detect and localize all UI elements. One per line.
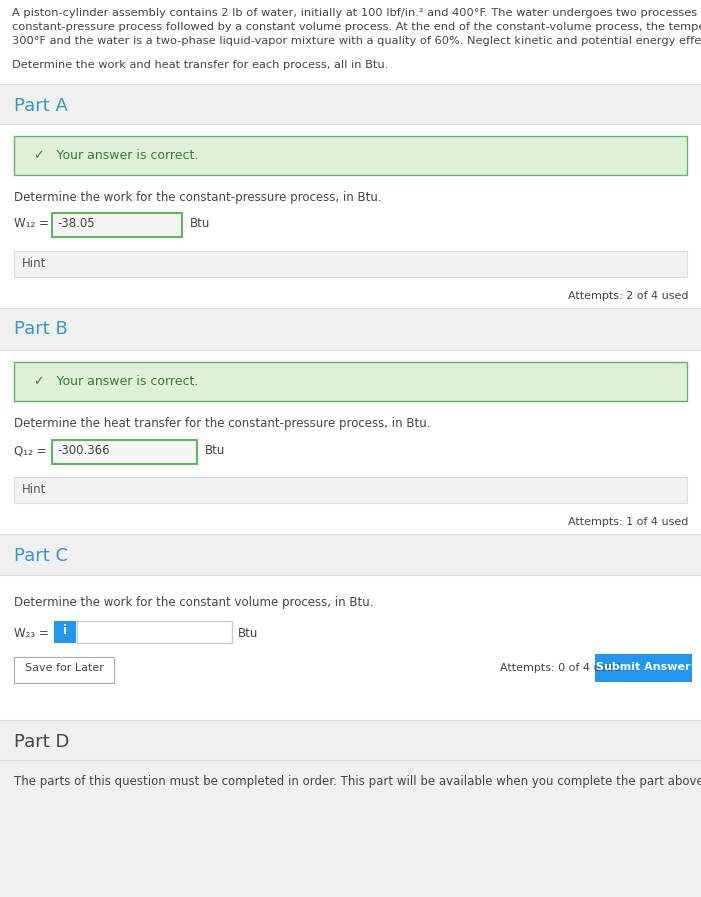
Text: Save for Later: Save for Later xyxy=(25,663,104,673)
Bar xyxy=(0,760,701,897)
Text: ✓   Your answer is correct.: ✓ Your answer is correct. xyxy=(34,149,198,162)
Bar xyxy=(0,0,701,97)
Text: Determine the work for the constant-pressure process, in Btu.: Determine the work for the constant-pres… xyxy=(14,191,381,204)
Bar xyxy=(0,575,701,720)
Text: Btu: Btu xyxy=(190,217,210,230)
Bar xyxy=(52,440,197,464)
Text: ✓   Your answer is correct.: ✓ Your answer is correct. xyxy=(34,375,198,388)
Text: Part C: Part C xyxy=(14,547,68,565)
Bar xyxy=(14,362,687,401)
Bar xyxy=(14,251,687,277)
Text: Attempts: 2 of 4 used: Attempts: 2 of 4 used xyxy=(568,291,688,301)
Text: Hint: Hint xyxy=(22,257,46,270)
Text: A piston-cylinder assembly contains 2 lb of water, initially at 100 lbf/in.² and: A piston-cylinder assembly contains 2 lb… xyxy=(12,8,701,18)
Text: The parts of this question must be completed in order. This part will be availab: The parts of this question must be compl… xyxy=(14,775,701,788)
Bar xyxy=(14,136,687,175)
Text: 300°F and the water is a two-phase liquid-vapor mixture with a quality of 60%. N: 300°F and the water is a two-phase liqui… xyxy=(12,36,701,46)
Text: Submit Answer: Submit Answer xyxy=(596,662,690,672)
Bar xyxy=(14,477,687,503)
Text: constant-pressure process followed by a constant volume process. At the end of t: constant-pressure process followed by a … xyxy=(12,22,701,32)
Text: -38.05: -38.05 xyxy=(57,217,95,230)
Bar xyxy=(0,84,701,124)
Text: Determine the heat transfer for the constant-pressure process, in Btu.: Determine the heat transfer for the cons… xyxy=(14,417,430,430)
Text: Attempts: 1 of 4 used: Attempts: 1 of 4 used xyxy=(568,517,688,527)
Text: -300.366: -300.366 xyxy=(57,444,109,457)
Bar xyxy=(0,350,701,560)
Text: Hint: Hint xyxy=(22,483,46,496)
Text: Btu: Btu xyxy=(205,444,226,457)
Text: i: i xyxy=(63,624,67,637)
Bar xyxy=(0,308,701,350)
Bar xyxy=(0,720,701,760)
Bar xyxy=(14,657,114,683)
Bar xyxy=(0,124,701,340)
Bar xyxy=(77,621,232,643)
Text: W₂₃ =: W₂₃ = xyxy=(14,627,49,640)
Bar xyxy=(595,654,692,682)
Text: Q₁₂ =: Q₁₂ = xyxy=(14,444,46,457)
Bar xyxy=(0,534,701,575)
Text: Attempts: 0 of 4 used: Attempts: 0 of 4 used xyxy=(500,663,620,673)
Bar xyxy=(52,213,182,237)
Text: W₁₂ =: W₁₂ = xyxy=(14,217,49,230)
Text: Part A: Part A xyxy=(14,97,68,115)
Text: Part D: Part D xyxy=(14,733,69,751)
Bar xyxy=(54,621,76,643)
Text: Btu: Btu xyxy=(238,627,259,640)
Text: Determine the work for the constant volume process, in Btu.: Determine the work for the constant volu… xyxy=(14,596,374,609)
Text: Determine the work and heat transfer for each process, all in Btu.: Determine the work and heat transfer for… xyxy=(12,60,388,70)
Text: Part B: Part B xyxy=(14,320,68,338)
